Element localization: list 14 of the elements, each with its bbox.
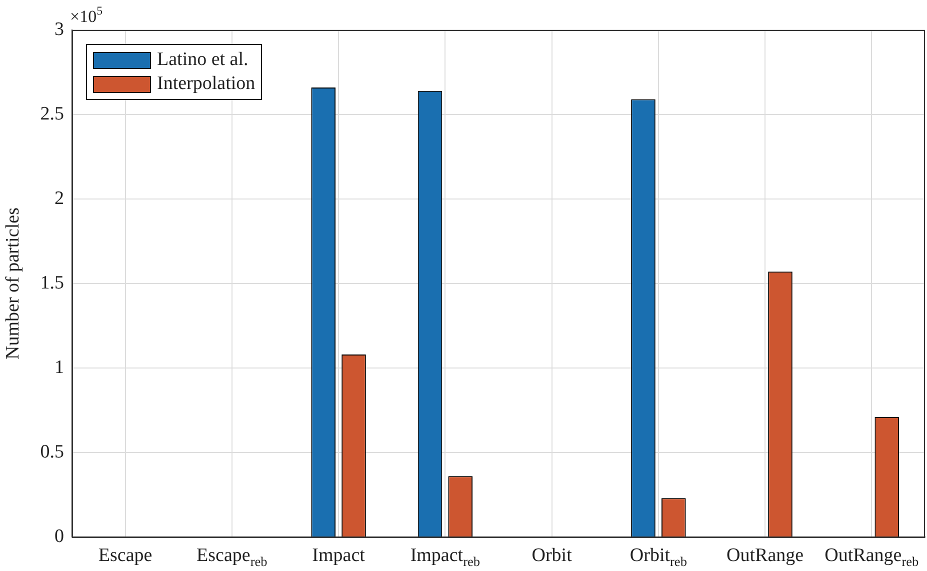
y-tick-label: 3 bbox=[54, 18, 64, 40]
x-tick-label: OutRange bbox=[726, 545, 804, 566]
x-tick-label: Escape bbox=[98, 545, 152, 566]
y-tick-label: 0.5 bbox=[40, 441, 64, 462]
y-axis-title: Number of particles bbox=[2, 208, 24, 360]
y-tick-label: 1.5 bbox=[40, 272, 64, 294]
y-tick-label: 1 bbox=[54, 356, 64, 378]
legend-label: Latino et al. bbox=[157, 49, 248, 71]
x-tick-label: Orbit bbox=[532, 545, 573, 566]
y-tick-label: 0 bbox=[54, 526, 64, 547]
y-tick-label: 2.5 bbox=[40, 103, 64, 124]
x-tick-label: Impact bbox=[312, 545, 366, 566]
y-tick-label: 2 bbox=[54, 188, 64, 209]
legend-label: Interpolation bbox=[157, 73, 256, 95]
